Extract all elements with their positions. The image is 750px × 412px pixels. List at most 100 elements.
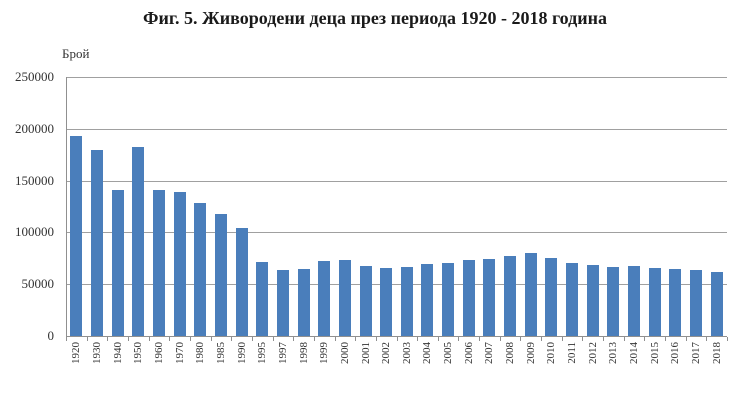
bar-1999 bbox=[318, 261, 330, 336]
x-tick bbox=[231, 337, 232, 341]
y-axis-label: Брой bbox=[62, 46, 90, 61]
x-tick-label: 2008 bbox=[504, 342, 516, 364]
x-tick-label: 1950 bbox=[132, 342, 144, 364]
x-tick-label: 2018 bbox=[711, 342, 723, 364]
bar-2016 bbox=[669, 269, 681, 336]
x-tick-label: 2002 bbox=[380, 342, 392, 364]
x-tick bbox=[665, 337, 666, 341]
x-tick bbox=[479, 337, 480, 341]
bar-2003 bbox=[401, 267, 413, 336]
x-tick-label: 2005 bbox=[442, 342, 454, 364]
bar-1985 bbox=[215, 214, 227, 336]
x-tick bbox=[190, 337, 191, 341]
x-tick bbox=[438, 337, 439, 341]
x-tick bbox=[644, 337, 645, 341]
bar-2013 bbox=[607, 267, 619, 336]
x-tick bbox=[562, 337, 563, 341]
gridline bbox=[66, 284, 727, 285]
x-tick-label: 2003 bbox=[401, 342, 413, 364]
x-tick bbox=[520, 337, 521, 341]
x-tick bbox=[603, 337, 604, 341]
x-tick bbox=[500, 337, 501, 341]
x-tick-label: 1960 bbox=[153, 342, 165, 364]
gridline bbox=[66, 232, 727, 233]
y-tick-label: 200000 bbox=[15, 121, 54, 136]
x-tick-label: 1985 bbox=[215, 342, 227, 364]
gridline bbox=[66, 129, 727, 130]
x-tick bbox=[706, 337, 707, 341]
bar-1960 bbox=[153, 190, 165, 336]
x-tick-label: 2013 bbox=[607, 342, 619, 364]
x-tick bbox=[314, 337, 315, 341]
bar-1930 bbox=[91, 150, 103, 336]
bar-2008 bbox=[504, 256, 516, 336]
x-tick-label: 1920 bbox=[70, 342, 82, 364]
x-tick bbox=[169, 337, 170, 341]
x-tick-label: 1980 bbox=[194, 342, 206, 364]
bar-2004 bbox=[421, 264, 433, 336]
x-tick-label: 2004 bbox=[421, 342, 433, 364]
y-tick-label: 150000 bbox=[15, 173, 54, 188]
x-tick bbox=[273, 337, 274, 341]
x-tick bbox=[87, 337, 88, 341]
x-tick-label: 1990 bbox=[236, 342, 248, 364]
bar-2007 bbox=[483, 259, 495, 336]
x-tick-label: 1930 bbox=[91, 342, 103, 364]
x-tick bbox=[417, 337, 418, 341]
bar-1940 bbox=[112, 190, 124, 336]
y-tick-label: 250000 bbox=[15, 69, 54, 84]
bar-1995 bbox=[256, 262, 268, 336]
x-tick bbox=[397, 337, 398, 341]
x-tick-label: 2012 bbox=[587, 342, 599, 364]
x-tick bbox=[252, 337, 253, 341]
x-tick bbox=[335, 337, 336, 341]
x-tick bbox=[66, 337, 67, 341]
bar-2005 bbox=[442, 263, 454, 336]
x-tick bbox=[727, 337, 728, 341]
x-tick bbox=[541, 337, 542, 341]
x-tick-label: 2007 bbox=[483, 342, 495, 364]
chart-title: Фиг. 5. Живородени деца през периода 192… bbox=[142, 8, 608, 28]
x-tick-label: 1999 bbox=[318, 342, 330, 364]
bar-2006 bbox=[463, 260, 475, 336]
bar-2000 bbox=[339, 260, 351, 336]
x-tick-label: 1995 bbox=[256, 342, 268, 364]
x-axis bbox=[66, 336, 727, 337]
x-tick-label: 2015 bbox=[649, 342, 661, 364]
bar-2014 bbox=[628, 266, 640, 336]
x-tick-label: 2000 bbox=[339, 342, 351, 364]
bar-2012 bbox=[587, 265, 599, 336]
gridline bbox=[66, 181, 727, 182]
bar-2015 bbox=[649, 268, 661, 336]
bar-1920 bbox=[70, 136, 82, 336]
bar-1950 bbox=[132, 147, 144, 336]
y-tick-label: 0 bbox=[47, 328, 55, 343]
x-tick-label: 2017 bbox=[690, 342, 702, 364]
x-tick-label: 2006 bbox=[463, 342, 475, 364]
y-tick-label: 50000 bbox=[21, 276, 55, 291]
gridline bbox=[66, 77, 727, 78]
x-tick-label: 2016 bbox=[669, 342, 681, 364]
x-tick bbox=[211, 337, 212, 341]
x-tick-label: 1970 bbox=[174, 342, 186, 364]
bar-2009 bbox=[525, 253, 537, 336]
x-tick bbox=[355, 337, 356, 341]
y-tick-label: 100000 bbox=[15, 224, 54, 239]
x-tick bbox=[293, 337, 294, 341]
x-tick bbox=[149, 337, 150, 341]
x-tick bbox=[582, 337, 583, 341]
x-tick-label: 2009 bbox=[525, 342, 537, 364]
y-axis bbox=[66, 77, 67, 337]
bar-2018 bbox=[711, 272, 723, 336]
bar-2010 bbox=[545, 258, 557, 336]
x-tick bbox=[107, 337, 108, 341]
bar-2011 bbox=[566, 263, 578, 336]
bar-1998 bbox=[298, 269, 310, 336]
x-tick-label: 2001 bbox=[360, 342, 372, 364]
x-tick-label: 1940 bbox=[112, 342, 124, 364]
x-tick-label: 2010 bbox=[545, 342, 557, 364]
bar-1997 bbox=[277, 270, 289, 336]
bar-1980 bbox=[194, 203, 206, 336]
x-tick-label: 1997 bbox=[277, 342, 289, 364]
x-tick-label: 2014 bbox=[628, 342, 640, 364]
